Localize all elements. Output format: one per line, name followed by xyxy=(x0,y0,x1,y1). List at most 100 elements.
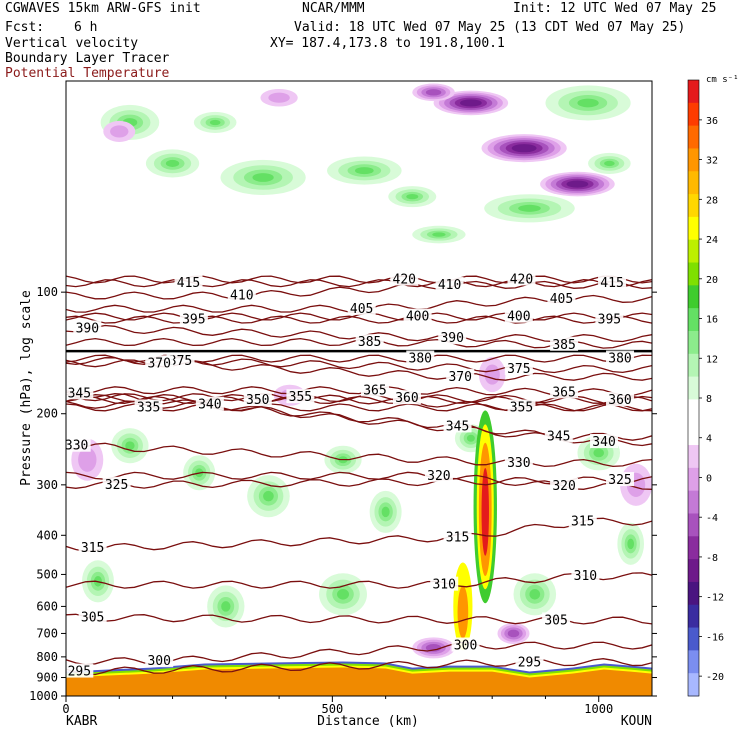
field-potential-temperature: Potential Temperature xyxy=(5,66,170,81)
theta-label-bg xyxy=(550,478,579,493)
theta-label-bg xyxy=(102,476,131,491)
field-vertical-velocity: Vertical velocity xyxy=(5,36,139,51)
theta-label: 340 xyxy=(198,398,221,413)
colorbar-frame xyxy=(687,79,700,697)
theta-label: 400 xyxy=(406,310,429,325)
theta-label: 385 xyxy=(552,338,575,353)
theta-label: 405 xyxy=(550,292,573,307)
colorbar-swatch xyxy=(688,627,699,651)
downdraft-region xyxy=(459,99,482,107)
theta-label: 380 xyxy=(409,352,432,367)
theta-label: 420 xyxy=(510,272,533,287)
theta-label-bg xyxy=(571,568,600,583)
colorbar: cm s⁻¹ 36 32 28 24 20 16 12 8 4 0 -4 -8 -12 -16 -20 xyxy=(687,75,739,697)
theta-label: 395 xyxy=(182,313,205,328)
theta-label-bg xyxy=(544,428,573,443)
theta-label: 415 xyxy=(600,276,623,291)
colorbar-tick-label: 28 xyxy=(706,195,718,206)
colorbar-tick-label: 24 xyxy=(706,235,718,246)
boundary-layer-terrain xyxy=(66,667,652,696)
theta-label: 360 xyxy=(608,393,631,408)
colorbar-swatch xyxy=(688,559,699,583)
theta-contour xyxy=(66,279,652,288)
theta-label: 365 xyxy=(363,383,386,398)
theta-label-bg xyxy=(286,389,315,404)
theta-label: 400 xyxy=(507,310,530,325)
theta-label-bg xyxy=(392,390,421,405)
theta-label-bg xyxy=(78,609,107,624)
y-tick-label: 500 xyxy=(36,567,58,581)
theta-label-bg xyxy=(443,529,472,544)
y-tick-label: 600 xyxy=(36,599,58,613)
theta-label-bg xyxy=(507,271,536,286)
updraft-region xyxy=(577,98,599,108)
updraft-core xyxy=(457,585,469,639)
colorbar-swatch xyxy=(688,80,699,104)
theta-label: 390 xyxy=(440,331,463,346)
updraft-region xyxy=(432,232,446,237)
colorbar-tick-label: -4 xyxy=(706,513,718,524)
theta-label: 325 xyxy=(608,473,631,488)
colorbar-unit: cm s⁻¹ xyxy=(706,75,739,85)
theta-contour xyxy=(66,572,652,589)
theta-contour xyxy=(66,658,652,676)
theta-label: 345 xyxy=(547,430,570,445)
theta-label: 305 xyxy=(81,611,104,626)
theta-label: 375 xyxy=(169,354,192,369)
theta-label-bg xyxy=(174,275,203,290)
colorbar-tick-label: 20 xyxy=(706,275,718,286)
theta-label: 315 xyxy=(446,530,469,545)
theta-label: 355 xyxy=(289,390,312,405)
updraft-region xyxy=(337,589,350,600)
colorbar-swatch xyxy=(688,490,699,514)
colorbar-swatch xyxy=(688,239,699,264)
y-tick-label: 200 xyxy=(36,407,58,421)
y-tick-label: 100 xyxy=(36,285,58,299)
colorbar-swatch xyxy=(688,445,699,469)
theta-label: 390 xyxy=(76,321,99,336)
theta-contour xyxy=(66,280,652,300)
theta-label: 345 xyxy=(446,419,469,434)
colorbar-swatch xyxy=(688,216,699,241)
theta-label-bg xyxy=(347,300,376,315)
updraft-region xyxy=(263,490,274,502)
downdraft-region xyxy=(566,180,589,188)
theta-label: 385 xyxy=(358,335,381,350)
xy-coordinates: XY= 187.4,173.8 to 191.8,100.1 xyxy=(270,36,505,51)
theta-label-bg xyxy=(504,455,533,470)
theta-label-bg xyxy=(606,350,635,365)
updraft-core xyxy=(481,468,489,556)
updraft-region xyxy=(627,538,635,550)
theta-label-bg xyxy=(606,472,635,487)
colorbar-tick-label: 12 xyxy=(706,354,718,365)
plot-frame xyxy=(65,80,653,697)
updraft-region xyxy=(209,119,221,126)
colorbar-tick-label: 16 xyxy=(706,315,718,326)
theta-contour xyxy=(66,315,652,324)
x-tick-label: 500 xyxy=(322,702,344,716)
downdraft-region xyxy=(425,89,442,96)
theta-label: 345 xyxy=(68,386,91,401)
theta-label: 375 xyxy=(507,362,530,377)
colorbar-tick-label: 32 xyxy=(706,156,718,167)
updraft-region xyxy=(518,204,541,212)
colorbar-swatch xyxy=(688,467,699,492)
theta-label: 310 xyxy=(574,569,597,584)
theta-label-bg xyxy=(134,399,163,414)
y-tick-label: 1000 xyxy=(29,689,58,703)
colorbar-tick-label: 36 xyxy=(706,116,718,127)
colorbar-tick-label: -20 xyxy=(706,672,724,683)
theta-label: 410 xyxy=(230,289,253,304)
y-tick-label: 700 xyxy=(36,626,58,640)
theta-label-bg xyxy=(66,663,94,678)
theta-label-bg xyxy=(595,311,624,326)
downdraft-region xyxy=(484,364,500,385)
updraft-region xyxy=(125,441,135,451)
colorbar-swatch xyxy=(688,673,699,697)
theta-label: 410 xyxy=(438,278,461,293)
theta-label: 330 xyxy=(507,456,530,471)
theta-label-bg xyxy=(360,382,389,397)
updraft-region xyxy=(221,601,231,612)
theta-label: 320 xyxy=(427,469,450,484)
theta-label-bg xyxy=(435,276,464,291)
